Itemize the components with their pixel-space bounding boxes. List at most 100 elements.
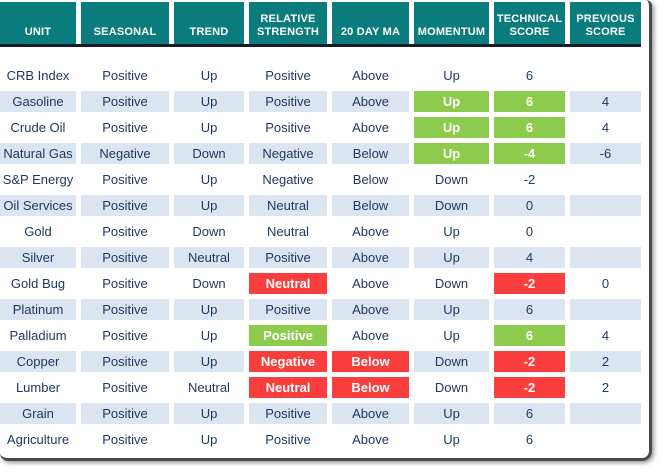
table-cell: Up	[174, 169, 244, 190]
table-cell: Up	[174, 195, 244, 216]
table-cell: Positive	[81, 351, 169, 372]
table-cell: Up	[414, 429, 489, 450]
table-cell: -2	[494, 273, 565, 294]
table-cell: Below	[332, 169, 409, 190]
table-cell: Positive	[81, 65, 169, 86]
table-cell: 0	[494, 195, 565, 216]
table-cell: Copper	[0, 351, 76, 372]
table-cell: 4	[570, 117, 641, 138]
table-cell: Above	[332, 117, 409, 138]
table-cell: Neutral	[249, 221, 327, 242]
table-cell: Grain	[0, 403, 76, 424]
table-cell: Above	[332, 325, 409, 346]
table-cell: 4	[570, 325, 641, 346]
table-cell: 2	[570, 377, 641, 398]
table-cell: 0	[570, 273, 641, 294]
commodity-technical-score-table: UNIT SEASONAL TREND RELATIVE STRENGTH 20…	[0, 0, 652, 461]
table-cell: Down	[414, 273, 489, 294]
table-cell	[570, 429, 641, 450]
table-cell: 6	[494, 65, 565, 86]
table-cell: Down	[174, 273, 244, 294]
table-cell: Gold	[0, 221, 76, 242]
table-cell: Positive	[81, 247, 169, 268]
table-cell	[570, 169, 641, 190]
table-cell: 6	[494, 429, 565, 450]
table-cell: Positive	[81, 195, 169, 216]
table-cell: Positive	[249, 429, 327, 450]
table-cell: Positive	[81, 299, 169, 320]
table-cell: Neutral	[174, 377, 244, 398]
table-cell: Up	[174, 325, 244, 346]
table-cell: Up	[174, 117, 244, 138]
table-cell: 6	[494, 117, 565, 138]
table-cell: Above	[332, 221, 409, 242]
table-cell: Up	[174, 351, 244, 372]
table-cell: Palladium	[0, 325, 76, 346]
table-cell: Positive	[249, 247, 327, 268]
table-cell: Up	[174, 91, 244, 112]
table-cell: Crude Oil	[0, 117, 76, 138]
table-cell: Up	[414, 65, 489, 86]
table-cell: Positive	[249, 117, 327, 138]
table-cell: Natural Gas	[0, 143, 76, 164]
table-cell: Above	[332, 429, 409, 450]
table-cell: Neutral	[249, 377, 327, 398]
table-cell: Positive	[81, 273, 169, 294]
table-cell: Neutral	[249, 273, 327, 294]
table-cell: Down	[414, 195, 489, 216]
table-cell: Up	[414, 221, 489, 242]
table-cell: Gold Bug	[0, 273, 76, 294]
table-cell: Up	[174, 299, 244, 320]
table-cell: 6	[494, 91, 565, 112]
table-cell: Above	[332, 247, 409, 268]
table-cell: Up	[174, 429, 244, 450]
column-header-trend: TREND	[174, 2, 244, 44]
table-cell: -2	[494, 351, 565, 372]
column-header-relative-strength: RELATIVE STRENGTH	[249, 2, 327, 44]
table-cell: Positive	[249, 91, 327, 112]
table-cell	[570, 247, 641, 268]
table-cell: Below	[332, 143, 409, 164]
column-header-technical-score: TECHNICAL SCORE	[494, 2, 565, 44]
table-cell: Down	[414, 377, 489, 398]
table-cell: Positive	[249, 65, 327, 86]
table-cell: Positive	[81, 325, 169, 346]
table-cell: Lumber	[0, 377, 76, 398]
table-cell: 6	[494, 325, 565, 346]
table-cell: Above	[332, 299, 409, 320]
table-cell: Below	[332, 351, 409, 372]
table-cell	[570, 403, 641, 424]
table-cell: Positive	[81, 117, 169, 138]
table-cell: Positive	[81, 403, 169, 424]
table-cell: Up	[414, 91, 489, 112]
table-cell: Below	[332, 195, 409, 216]
table-cell: -4	[494, 143, 565, 164]
table-cell: Above	[332, 403, 409, 424]
table-cell: Down	[174, 143, 244, 164]
table-cell: Neutral	[249, 195, 327, 216]
table-cell: 6	[494, 403, 565, 424]
table-cell: Up	[414, 247, 489, 268]
table-cell: Negative	[249, 143, 327, 164]
table-cell	[570, 65, 641, 86]
table-cell: Positive	[81, 221, 169, 242]
table-cell: 4	[494, 247, 565, 268]
table-cell: -6	[570, 143, 641, 164]
table-cell: Up	[414, 403, 489, 424]
table-cell: Down	[174, 221, 244, 242]
table-cell: Up	[414, 143, 489, 164]
table-cell: Positive	[81, 377, 169, 398]
table-cell: Silver	[0, 247, 76, 268]
table-cell: Positive	[249, 299, 327, 320]
table-cell: Above	[332, 273, 409, 294]
table-cell: 6	[494, 299, 565, 320]
table-cell: Oil Services	[0, 195, 76, 216]
table-cell: Positive	[81, 429, 169, 450]
table-cell: Positive	[81, 169, 169, 190]
table-cell: -2	[494, 169, 565, 190]
column-header-unit: UNIT	[0, 2, 76, 44]
table-cell	[570, 195, 641, 216]
table-cell: Up	[414, 117, 489, 138]
table-cell: Negative	[249, 351, 327, 372]
table-cell: Up	[414, 325, 489, 346]
